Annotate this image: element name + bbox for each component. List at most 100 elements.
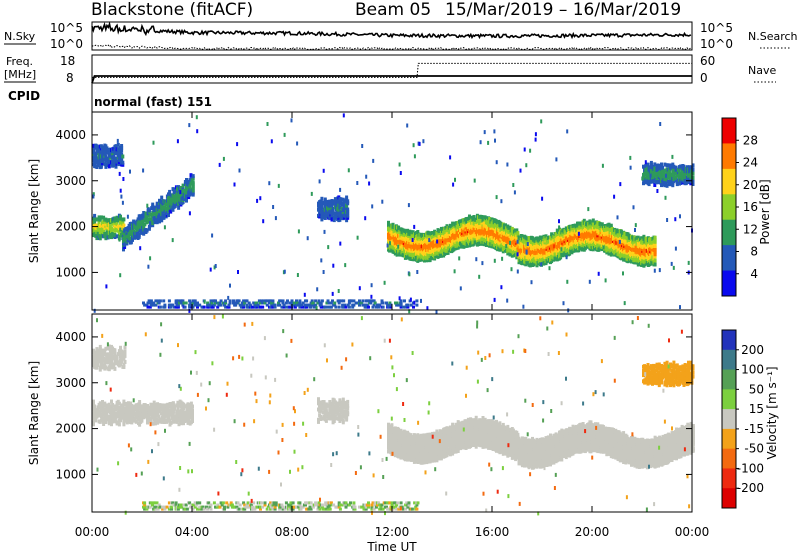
cell-6 [224,301,228,305]
cell-4 [430,231,434,235]
scatter-point [597,271,600,276]
cell-2 [161,209,165,214]
cell-1 [110,399,113,404]
cell-4 [504,223,507,228]
scatter-point [555,157,558,162]
cell-0 [96,161,100,166]
cell-6 [271,305,275,309]
cell-1 [93,220,97,225]
cell-6 [191,305,195,309]
cell-6 [163,303,167,307]
cell-1 [113,232,117,237]
cell-5 [691,177,695,182]
cell-0 [113,348,117,353]
cell-5 [652,175,656,180]
cell-5 [691,175,695,180]
cell-2 [132,219,136,224]
scatter-point [381,199,384,204]
cell-2 [128,226,132,231]
cell-5 [679,178,683,183]
cell-4 [616,229,620,234]
scatter-point [588,279,591,284]
cell-0 [114,144,118,149]
scatter-point [188,123,191,128]
cell-6 [178,301,181,305]
cell-6 [223,303,226,307]
scatter-point [236,142,239,147]
cell-6 [188,299,192,303]
cell-0 [119,362,122,367]
cell-6 [346,303,350,307]
cell-6 [329,305,333,309]
cell-2 [171,207,175,212]
cell-6 [305,299,309,303]
scatter-point [303,292,306,297]
scatter-point [211,233,214,238]
scatter-point [629,155,632,160]
cell-6 [218,301,222,305]
cell-4 [642,234,646,239]
scatter-point [126,214,129,219]
cell-0 [104,154,108,159]
cell-1 [111,227,115,232]
cell-0 [123,353,127,358]
scatter-point [513,190,516,195]
cell-1 [113,224,117,229]
scatter-point [509,240,511,245]
scatter-point [342,113,345,118]
scatter-point [283,132,286,137]
cell-3 [345,203,349,208]
cell-3 [323,197,327,202]
scatter-point [371,204,374,209]
noise-series [91,21,692,51]
colorbar-tick-label: 12 [743,222,758,236]
scatter-point [665,173,667,178]
cell-2 [162,215,166,220]
cell-6 [256,303,260,307]
scatter-point [358,286,361,291]
cell-2 [167,202,170,207]
cell-6 [176,305,180,309]
cell-6 [219,303,223,307]
scatter-point [270,139,273,144]
cell-0 [113,151,117,155]
cell-6 [388,301,392,305]
scatter-point [672,265,675,270]
freq-right-tick-top: 60 [700,54,715,68]
cell-4 [469,216,473,220]
cell-2 [187,195,191,200]
scatter-point [525,163,528,168]
scatter-point [105,284,108,289]
cell-1 [102,422,106,426]
scatter-point [510,267,513,272]
scatter-point [118,171,121,176]
cell-0 [98,344,102,349]
cell-4 [653,262,657,267]
cell-5 [691,171,695,176]
cell-6 [214,299,217,303]
cell-6 [397,303,401,307]
cell-6 [196,305,199,309]
scatter-point [274,216,277,221]
scatter-point [526,242,529,246]
cell-1 [94,223,98,228]
cell-6 [162,299,166,303]
cell-6 [324,305,328,309]
cell-6 [403,299,406,303]
cell-2 [172,194,176,199]
cell-6 [326,299,330,303]
cell-2 [153,220,157,225]
cell-6 [381,305,385,309]
scatter-point [505,244,508,249]
cell-0 [96,361,100,365]
cell-6 [369,301,373,305]
cell-6 [243,301,247,305]
cell-1 [107,234,111,239]
cell-6 [277,301,280,305]
scatter-point [565,255,568,260]
cell-1 [94,408,98,413]
scatter-point [322,270,325,274]
scatter-point [516,239,519,244]
cell-0 [123,349,127,354]
cell-1 [92,420,95,425]
